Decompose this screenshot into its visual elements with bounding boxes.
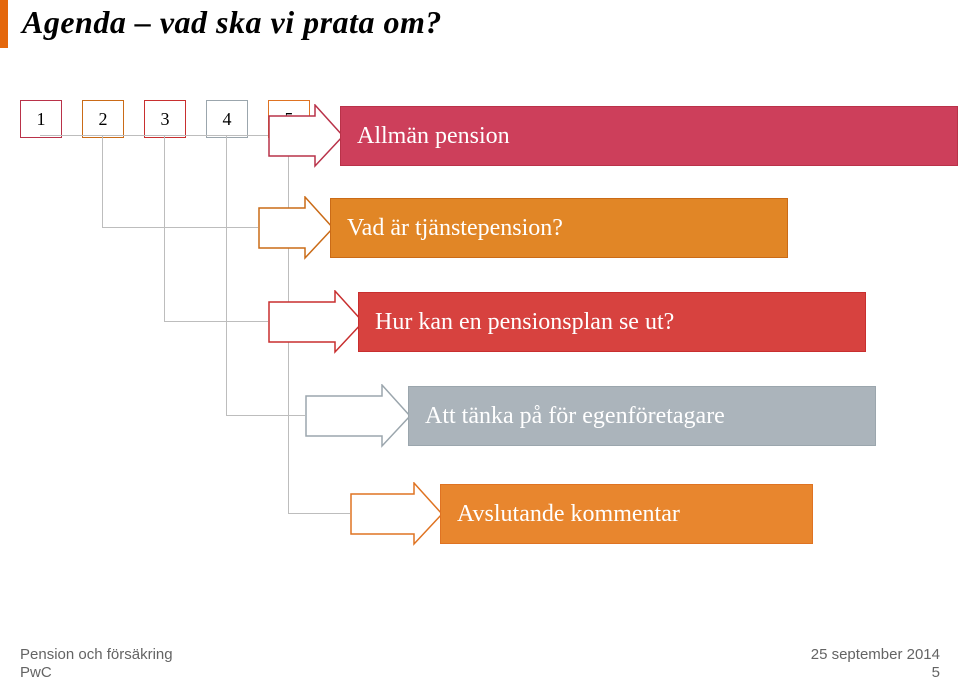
footer-left-line2: PwC <box>20 664 173 683</box>
numbox-label: 2 <box>99 109 108 129</box>
arrow-icon <box>305 384 412 448</box>
connector-vertical <box>102 136 103 227</box>
agenda-item-label: Allmän pension <box>357 123 510 150</box>
footer-right: 25 september 2014 5 <box>811 646 940 684</box>
agenda-item-bar: Avslutande kommentar <box>440 484 813 544</box>
arrow-icon <box>268 290 365 354</box>
connector-horizontal <box>102 227 258 228</box>
footer-right-line2: 5 <box>811 664 940 683</box>
numbox-label: 3 <box>161 109 170 129</box>
agenda-item-label: Avslutande kommentar <box>457 501 680 528</box>
agenda-item-bar: Hur kan en pensionsplan se ut? <box>358 292 866 352</box>
footer-right-line1: 25 september 2014 <box>811 646 940 665</box>
arrow-icon <box>268 104 345 168</box>
numbox-label: 4 <box>223 109 232 129</box>
agenda-item-bar: Att tänka på för egenföretagare <box>408 386 876 446</box>
connector-vertical <box>226 136 227 415</box>
agenda-item-label: Att tänka på för egenföretagare <box>425 403 725 430</box>
connector-horizontal <box>288 513 350 514</box>
numbox-1: 1 <box>20 100 62 138</box>
accent-bar <box>0 0 8 48</box>
numbox-2: 2 <box>82 100 124 138</box>
diagram-stage: 1 2 3 4 5 Allmän pensionVad är tjänstepe… <box>10 100 930 620</box>
agenda-item-label: Hur kan en pensionsplan se ut? <box>375 309 674 336</box>
agenda-item-label: Vad är tjänstepension? <box>347 215 563 242</box>
agenda-item-bar: Vad är tjänstepension? <box>330 198 788 258</box>
numbox-label: 1 <box>37 109 46 129</box>
footer-left: Pension och försäkring PwC <box>20 646 173 684</box>
footer-left-line1: Pension och försäkring <box>20 646 173 665</box>
connector-horizontal <box>164 321 268 322</box>
connector-horizontal <box>40 135 268 136</box>
connector-vertical <box>164 136 165 321</box>
agenda-item-bar: Allmän pension <box>340 106 958 166</box>
connector-horizontal <box>226 415 305 416</box>
arrow-icon <box>258 196 335 260</box>
arrow-icon <box>350 482 444 546</box>
page-title: Agenda – vad ska vi prata om? <box>22 4 442 41</box>
numbox-4: 4 <box>206 100 248 138</box>
numbox-3: 3 <box>144 100 186 138</box>
